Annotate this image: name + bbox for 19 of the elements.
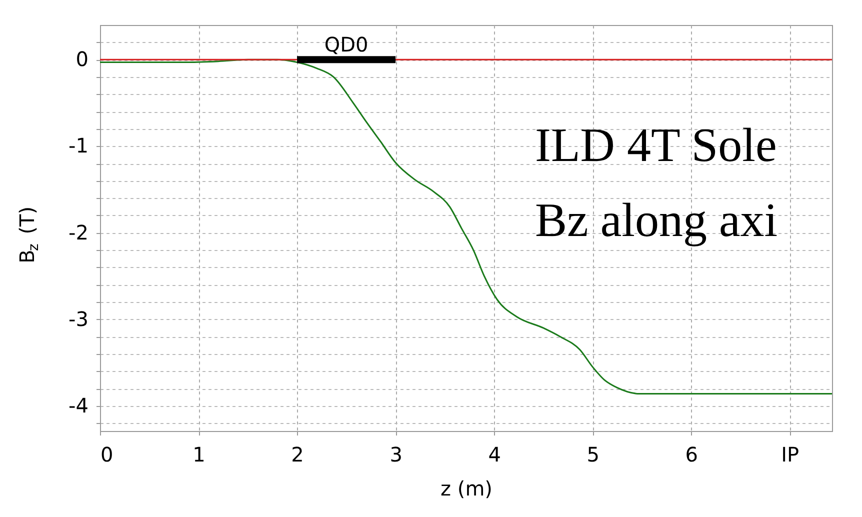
y-tick-label: -4 [68,393,88,418]
x-tick-label: 5 [586,442,600,466]
y-tick-label: 0 [76,47,88,72]
x-axis-title: z (m) [440,476,492,500]
y-tick-label: -3 [68,306,88,331]
x-tick-label: IP [781,442,800,466]
annotation: Bz along axi [535,194,778,247]
y-axis-title: Bz (T) [15,206,42,264]
annotation: ILD 4T Sole [535,119,777,172]
x-tick-label: 1 [192,442,206,466]
x-tick-label: 6 [685,442,698,466]
annotation: QD0 [324,32,368,57]
x-tick-label: 4 [488,442,501,466]
x-tick-label: 0 [100,442,114,466]
y-tick-label: -2 [68,220,88,244]
x-tick-label: 2 [291,442,304,466]
x-tick-label: 3 [390,442,402,466]
line-series [99,58,833,395]
y-tick-label: -1 [68,134,88,158]
